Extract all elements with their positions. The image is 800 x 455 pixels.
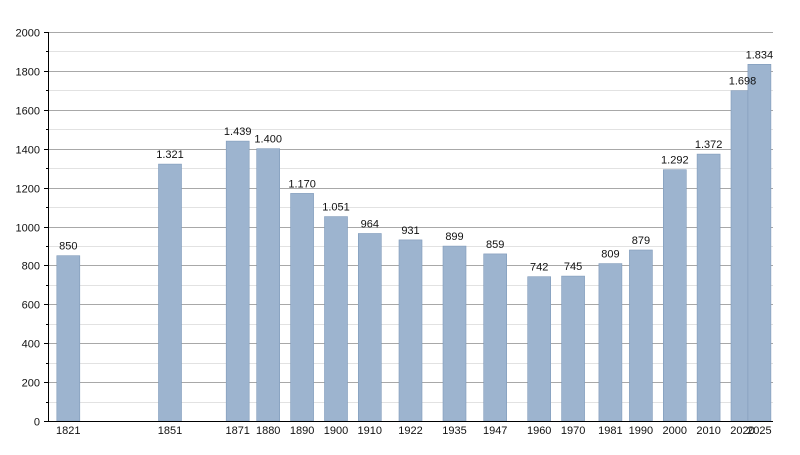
y-tick-label: 1000 xyxy=(16,223,40,235)
bar-2010 xyxy=(696,153,721,422)
bar-1935 xyxy=(442,245,467,422)
bar-1970 xyxy=(561,275,585,422)
y-tick-label: 1400 xyxy=(16,145,40,157)
x-tick-label-2020: 2020 xyxy=(730,425,754,437)
data-label-1900: 1.051 xyxy=(322,202,350,214)
y-tick-label: 0 xyxy=(34,417,40,429)
bar-1922 xyxy=(398,239,423,422)
data-label-1981: 809 xyxy=(601,249,619,261)
bar-1851 xyxy=(158,163,182,422)
bar-1880 xyxy=(256,148,281,422)
data-label-1871: 1.439 xyxy=(224,126,252,138)
y-tick-label: 2000 xyxy=(16,28,40,40)
data-label-1821: 850 xyxy=(59,241,77,253)
data-label-1935: 899 xyxy=(445,231,463,243)
bar-1947 xyxy=(483,253,508,422)
y-tick-label: 1200 xyxy=(16,184,40,196)
data-label-1970: 745 xyxy=(564,261,582,273)
x-tick-label-1900: 1900 xyxy=(324,425,348,437)
labels: 0 200 400 600 800 1000 1200 1400 1600 1800 2000 850… xyxy=(16,28,774,438)
data-label-1960: 742 xyxy=(530,262,548,274)
bars xyxy=(56,64,772,422)
bar-1981 xyxy=(598,263,623,422)
bar-1990 xyxy=(629,249,653,422)
y-tick-label: 400 xyxy=(22,339,40,351)
x-tick-label-1821: 1821 xyxy=(56,425,80,437)
data-label-1990: 879 xyxy=(632,235,650,247)
bar-2000 xyxy=(662,169,687,422)
y-tick-label: 200 xyxy=(22,378,40,390)
bar-1821 xyxy=(56,255,81,422)
x-tick-label-1880: 1880 xyxy=(256,425,280,437)
data-label-2025: 1.834 xyxy=(746,49,774,61)
y-tick-label: 600 xyxy=(22,300,40,312)
x-tick-label-1851: 1851 xyxy=(158,425,182,437)
data-label-1922: 931 xyxy=(401,225,419,237)
x-tick-label-1935: 1935 xyxy=(442,425,466,437)
y-tick-label: 1800 xyxy=(16,67,40,79)
x-tick-label-1871: 1871 xyxy=(225,425,249,437)
y-tick-label: 1600 xyxy=(16,106,40,118)
x-tick-label-2000: 2000 xyxy=(663,425,687,437)
bar-1890 xyxy=(290,193,314,422)
x-tick-label-2010: 2010 xyxy=(696,425,720,437)
bar-1960 xyxy=(527,276,552,422)
x-tick-label-1890: 1890 xyxy=(290,425,314,437)
data-label-1880: 1.400 xyxy=(254,134,282,146)
data-label-2020: 1.698 xyxy=(729,76,757,88)
x-tick-label-1922: 1922 xyxy=(398,425,422,437)
x-tick-label-1910: 1910 xyxy=(358,425,382,437)
data-label-2010: 1.372 xyxy=(695,139,723,151)
data-label-1910: 964 xyxy=(361,219,379,231)
x-tick-label-1960: 1960 xyxy=(527,425,551,437)
axes xyxy=(44,32,773,422)
data-label-1890: 1.170 xyxy=(288,178,316,190)
bar-1910 xyxy=(357,233,382,422)
bar-1871 xyxy=(225,140,250,422)
y-tick-label: 800 xyxy=(22,261,40,273)
x-tick-label-1981: 1981 xyxy=(598,425,622,437)
data-label-2000: 1.292 xyxy=(661,155,689,167)
x-tick-label-2025: 2025 xyxy=(747,425,771,437)
data-label-1851: 1.321 xyxy=(156,149,184,161)
bar-1900 xyxy=(324,216,348,422)
x-tick-label-1970: 1970 xyxy=(561,425,585,437)
x-tick-label-1990: 1990 xyxy=(629,425,653,437)
data-label-1947: 859 xyxy=(486,239,504,251)
x-tick-label-1947: 1947 xyxy=(483,425,507,437)
bar-2025 xyxy=(747,64,772,422)
